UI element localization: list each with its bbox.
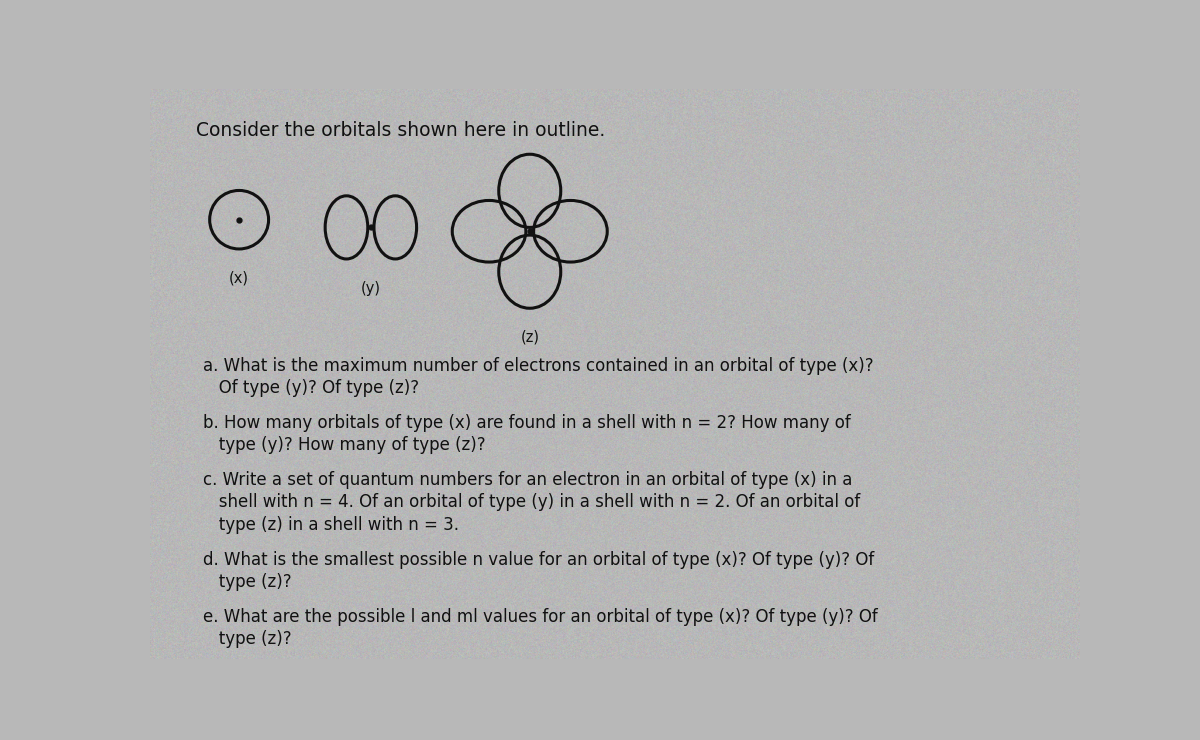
- Text: a. What is the maximum number of electrons contained in an orbital of type (x)?: a. What is the maximum number of electro…: [203, 357, 874, 374]
- Text: (y): (y): [361, 280, 380, 295]
- Text: Of type (y)? Of type (z)?: Of type (y)? Of type (z)?: [203, 379, 419, 397]
- Text: (z): (z): [521, 330, 539, 345]
- Text: d. What is the smallest possible n value for an orbital of type (x)? Of type (y): d. What is the smallest possible n value…: [203, 551, 874, 568]
- Text: type (y)? How many of type (z)?: type (y)? How many of type (z)?: [203, 436, 485, 454]
- Text: shell with n = 4. Of an orbital of type (y) in a shell with n = 2. Of an orbital: shell with n = 4. Of an orbital of type …: [203, 494, 860, 511]
- Text: c. Write a set of quantum numbers for an electron in an orbital of type (x) in a: c. Write a set of quantum numbers for an…: [203, 471, 852, 489]
- Text: Consider the orbitals shown here in outline.: Consider the orbitals shown here in outl…: [197, 121, 606, 140]
- Text: type (z)?: type (z)?: [203, 630, 292, 648]
- Text: type (z) in a shell with n = 3.: type (z) in a shell with n = 3.: [203, 516, 458, 534]
- Text: (x): (x): [229, 271, 250, 286]
- Text: type (z)?: type (z)?: [203, 573, 292, 591]
- Text: e. What are the possible l and ml values for an orbital of type (x)? Of type (y): e. What are the possible l and ml values…: [203, 608, 877, 626]
- Text: b. How many orbitals of type (x) are found in a shell with n = 2? How many of: b. How many orbitals of type (x) are fou…: [203, 414, 851, 432]
